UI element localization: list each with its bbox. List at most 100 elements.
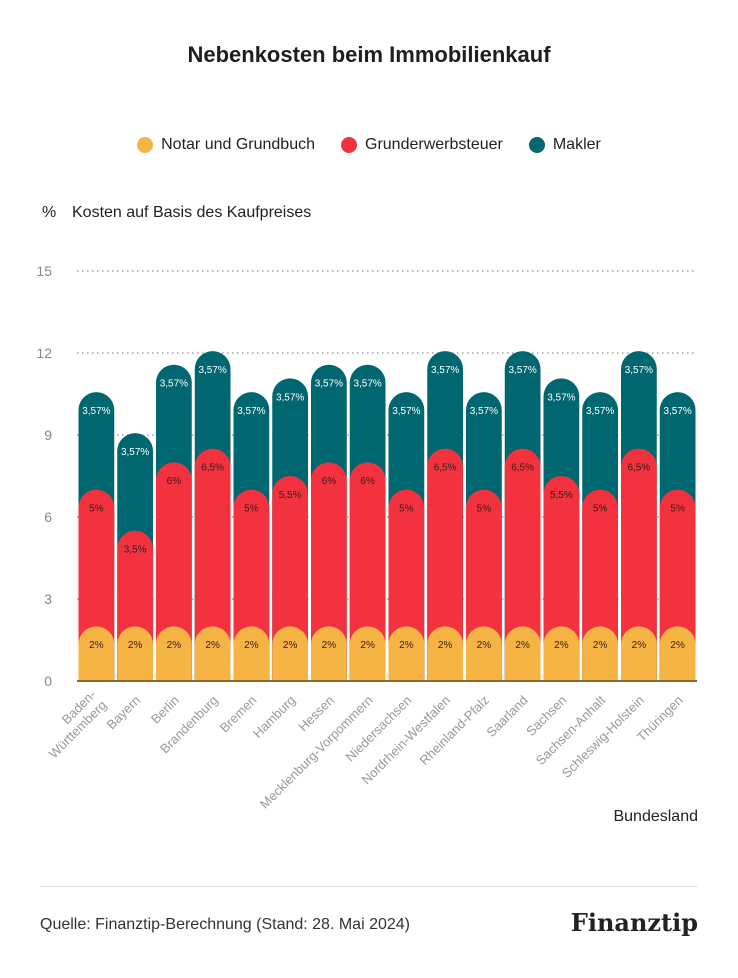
y-tick-label: 9 — [44, 427, 52, 443]
y-tick-label: 0 — [44, 673, 52, 689]
data-label: 2% — [438, 640, 453, 651]
bar-segment-notar-und-grundbuch — [582, 626, 618, 681]
data-label: 6% — [360, 476, 375, 487]
chart-title: Nebenkosten beim Immobilienkauf — [187, 42, 551, 67]
data-label: 6,5% — [434, 463, 457, 474]
bar-segment-grunderwerbsteuer — [156, 462, 192, 681]
x-tick-label: Bayern — [104, 693, 144, 733]
y-tick-label: 3 — [44, 591, 52, 607]
bar-segment-notar-und-grundbuch — [78, 626, 115, 681]
data-label: 6% — [167, 476, 182, 487]
bar-segment-notar-und-grundbuch — [427, 626, 463, 681]
data-label: 2% — [205, 640, 220, 651]
data-label: 5% — [670, 504, 685, 515]
data-label: 2% — [283, 640, 298, 651]
data-label: 2% — [554, 640, 569, 651]
bar-segment-grunderwerbsteuer — [349, 462, 386, 681]
data-label: 3,57% — [353, 379, 381, 390]
data-label: 5% — [593, 504, 608, 515]
x-tick-label: Hamburg — [250, 693, 298, 741]
bar-segment-grunderwerbsteuer — [621, 448, 657, 681]
data-label: 2% — [399, 640, 414, 651]
data-label: 3,57% — [237, 406, 265, 417]
bar-segment-notar-und-grundbuch — [117, 626, 153, 681]
y-tick-label: 15 — [36, 263, 52, 279]
data-label: 5% — [244, 504, 259, 515]
data-label: 5% — [477, 504, 492, 515]
finanztip-logo: Finanztip — [570, 908, 698, 937]
plot-area: 0 3 6 9 12 15 2% 5% 3,57% Baden-Württemberg 2% 3,5%… — [35, 263, 697, 811]
data-label: 3,5% — [124, 545, 147, 556]
legend-label: Grunderwerbsteuer — [365, 136, 503, 153]
data-label: 2% — [322, 640, 337, 651]
bar-segment-notar-und-grundbuch — [311, 626, 347, 681]
data-label: 3,57% — [276, 392, 304, 403]
data-label: 2% — [244, 640, 259, 651]
data-label: 6,5% — [627, 463, 650, 474]
data-label: 2% — [515, 640, 530, 651]
data-label: 3,57% — [625, 365, 653, 376]
bar-segment-notar-und-grundbuch — [272, 626, 308, 681]
data-label: 5% — [89, 504, 104, 515]
bar-segment-notar-und-grundbuch — [466, 626, 502, 681]
bar-segment-notar-und-grundbuch — [233, 626, 270, 681]
bar-segment-notar-und-grundbuch — [659, 626, 696, 681]
data-label: 5% — [399, 504, 414, 515]
bar-segment-notar-und-grundbuch — [388, 626, 425, 681]
data-label: 6,5% — [511, 463, 534, 474]
bar-segment-notar-und-grundbuch — [621, 626, 657, 681]
bar-segment-grunderwerbsteuer — [427, 448, 463, 681]
bar-segment-notar-und-grundbuch — [349, 626, 386, 681]
bar-segment-notar-und-grundbuch — [194, 626, 231, 681]
bar-segment-grunderwerbsteuer — [504, 448, 541, 681]
data-label: 3,57% — [82, 406, 110, 417]
bar-segment-notar-und-grundbuch — [543, 626, 580, 681]
data-label: 2% — [89, 640, 104, 651]
x-tick-label: Baden-Württemberg — [35, 687, 109, 761]
x-tick-label: Saarland — [483, 693, 530, 740]
data-label: 3,57% — [663, 406, 691, 417]
divider — [40, 886, 698, 887]
legend-swatch — [341, 137, 357, 153]
bar-segment-grunderwerbsteuer — [194, 448, 231, 681]
data-label: 2% — [128, 640, 143, 651]
bar-segment-notar-und-grundbuch — [156, 626, 192, 681]
x-axis-label: Bundesland — [613, 808, 698, 825]
data-label: 3,57% — [392, 406, 420, 417]
legend-swatch — [137, 137, 154, 153]
data-label: 6% — [322, 476, 337, 487]
legend-label: Makler — [552, 136, 601, 153]
legend-item-makler: Makler — [528, 136, 601, 154]
data-label: 3,57% — [508, 365, 536, 376]
legend-swatch — [528, 137, 545, 153]
x-tick-label: Sachsen-Anhalt — [533, 692, 609, 768]
y-unit: % — [42, 204, 57, 221]
data-label: 2% — [167, 640, 182, 651]
y-axis-label: Kosten auf Basis des Kaufpreises — [72, 204, 312, 221]
data-label: 3,57% — [315, 379, 343, 390]
x-tick-label: Berlin — [148, 693, 182, 727]
data-label: 6,5% — [201, 463, 224, 474]
data-label: 5,5% — [279, 490, 302, 501]
data-label: 2% — [593, 640, 608, 651]
legend-label: Notar und Grundbuch — [161, 136, 315, 153]
source-note: Quelle: Finanztip-Berechnung (Stand: 28.… — [40, 916, 410, 933]
y-tick-label: 12 — [36, 345, 52, 361]
legend: Notar und Grundbuch Grunderwerbsteuer Ma… — [0, 136, 738, 154]
bar-segment-notar-und-grundbuch — [504, 626, 541, 681]
data-label: 5,5% — [550, 490, 573, 501]
data-label: 3,57% — [470, 406, 498, 417]
legend-item-notar: Notar und Grundbuch — [137, 136, 315, 154]
data-label: 3,57% — [160, 379, 188, 390]
data-label: 2% — [632, 640, 647, 651]
data-label: 3,57% — [586, 406, 614, 417]
x-tick-label: Rheinland-Pfalz — [416, 693, 492, 769]
bar-segment-grunderwerbsteuer — [311, 462, 347, 681]
data-label: 3,57% — [198, 365, 226, 376]
data-label: 2% — [360, 640, 375, 651]
legend-item-grunderwerbsteuer: Grunderwerbsteuer — [341, 136, 503, 154]
data-label: 3,57% — [431, 365, 459, 376]
y-tick-label: 6 — [44, 509, 52, 525]
data-label: 2% — [670, 640, 685, 651]
